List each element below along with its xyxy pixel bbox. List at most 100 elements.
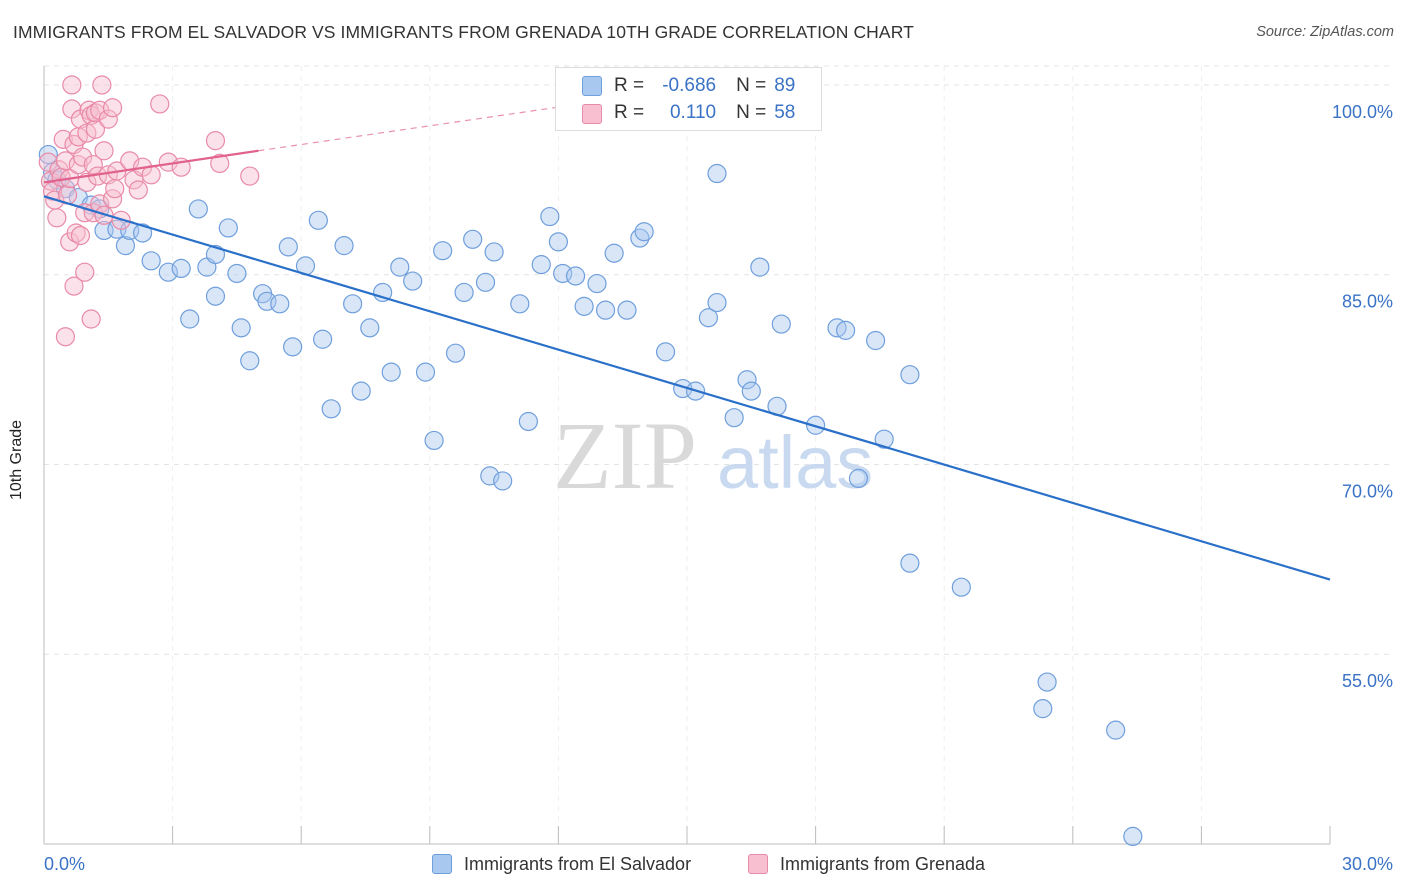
n-label: N = [736, 75, 767, 96]
grenada-point [150, 94, 170, 114]
el-salvador-point [433, 241, 453, 261]
grenada-point [47, 208, 67, 228]
grenada-point [83, 155, 103, 175]
el-salvador-point [283, 337, 303, 357]
el-salvador-point [771, 314, 791, 334]
watermark: ZIP atlas [553, 402, 873, 509]
el-salvador-point [445, 343, 466, 363]
el-salvador-point [313, 329, 333, 349]
el-salvador-point [617, 300, 637, 320]
el-salvador-point [1106, 720, 1126, 740]
grenada-point [38, 152, 58, 172]
legend-row-grenada: R = 0.110 N = 58 [614, 101, 795, 125]
el-salvador-point [836, 320, 856, 340]
el-salvador-point [655, 342, 676, 362]
el-salvador-point [240, 351, 260, 371]
el-salvador-point [454, 282, 474, 303]
el-salvador-point [38, 144, 58, 165]
el-salvador-point [278, 237, 298, 257]
grenada-point [81, 309, 101, 329]
el-salvador-point [698, 308, 719, 328]
el-salvador-point [484, 242, 504, 262]
el-salvador-point [1123, 826, 1143, 847]
x-tick-label-first: 0.0% [44, 854, 85, 874]
el-salvador-point [510, 294, 530, 314]
el-salvador-point [403, 271, 423, 291]
el-salvador-point [188, 199, 208, 219]
el-salvador-point [415, 362, 436, 382]
el-salvador-point [1037, 672, 1057, 692]
el-salvador-point [587, 273, 607, 294]
el-salvador-point [707, 292, 727, 313]
bottom-legend-label-grenada: Immigrants from Grenada [780, 853, 986, 874]
y-tick-label: 70.0% [1342, 481, 1393, 501]
grenada-point [85, 119, 106, 139]
el-salvador-point [900, 553, 920, 573]
grenada-trend-line [43, 149, 259, 184]
watermark-atlas: atlas [717, 421, 873, 504]
el-salvador-point [737, 370, 757, 390]
bottom-legend-label-el-salvador: Immigrants from El Salvador [464, 853, 692, 874]
watermark-zip: ZIP [553, 402, 697, 509]
n-value-grenada: 58 [774, 102, 796, 123]
grenada-point [62, 75, 82, 95]
el-salvador-point [205, 244, 226, 265]
n-value-el-salvador: 89 [774, 75, 796, 96]
el-salvador-point [951, 577, 971, 597]
el-salvador-point [531, 255, 551, 275]
el-salvador-point [874, 429, 894, 449]
el-salvador-point [270, 294, 290, 314]
chart-title: IMMIGRANTS FROM EL SALVADOR VS IMMIGRANT… [13, 22, 914, 42]
el-salvador-point [132, 223, 153, 243]
el-salvador-point [171, 258, 191, 279]
grenada-point [64, 276, 84, 296]
el-salvador-point [750, 257, 770, 277]
grenada-point [105, 179, 125, 199]
stats-legend: R = -0.686 N = 89 R = 0.110 N = 58 [555, 67, 822, 131]
el-salvador-point [360, 318, 380, 338]
y-tick-label: 85.0% [1342, 292, 1393, 312]
x-tick-label-last: 30.0% [1342, 854, 1393, 874]
y-tick-label: 55.0% [1342, 671, 1393, 691]
el-salvador-point [634, 222, 654, 242]
el-salvador-point [390, 257, 410, 277]
el-salvador-point [1033, 699, 1053, 719]
trend-layer [43, 103, 1331, 581]
grenada-point [72, 147, 93, 167]
el-salvador-point [424, 430, 444, 451]
el-salvador-point [227, 263, 247, 284]
grenada-point [77, 172, 97, 192]
legend-swatch-el-salvador [582, 76, 602, 96]
grenada-trend-extension [258, 103, 580, 152]
bottom-legend-grenada[interactable]: Immigrants from Grenada [748, 852, 985, 876]
el-salvador-point [180, 309, 200, 329]
el-salvador-point [334, 236, 354, 256]
el-salvador-point [493, 471, 513, 491]
el-salvador-point [480, 466, 500, 486]
y-tick-label: 100.0% [1332, 102, 1393, 122]
grenada-point [205, 131, 226, 151]
el-salvador-point [604, 243, 624, 263]
el-salvador-point [475, 272, 496, 292]
points-layer [38, 75, 1143, 847]
grenada-point [92, 75, 112, 95]
grid-layer [44, 65, 1392, 844]
grenada-point [240, 166, 260, 186]
el-salvador-point [218, 218, 238, 238]
grenada-point [70, 225, 91, 246]
r-value-el-salvador: -0.686 [662, 75, 717, 96]
grenada-point [53, 129, 73, 149]
el-salvador-point [574, 296, 594, 316]
el-salvador-trend-line [43, 195, 1331, 581]
el-salvador-point [548, 232, 569, 252]
el-salvador-point [741, 381, 761, 401]
el-salvador-point [848, 468, 869, 489]
bottom-legend-el-salvador[interactable]: Immigrants from El Salvador [432, 852, 691, 876]
axis-layer: 55.0% 70.0% 85.0% 100.0% 0.0% 30.0% [43, 66, 1393, 874]
el-salvador-point [518, 411, 538, 432]
grenada-point [98, 109, 118, 129]
grenada-point [55, 327, 76, 347]
legend-swatch-grenada [582, 104, 602, 124]
el-salvador-point [158, 262, 178, 282]
el-salvador-point [540, 206, 560, 227]
